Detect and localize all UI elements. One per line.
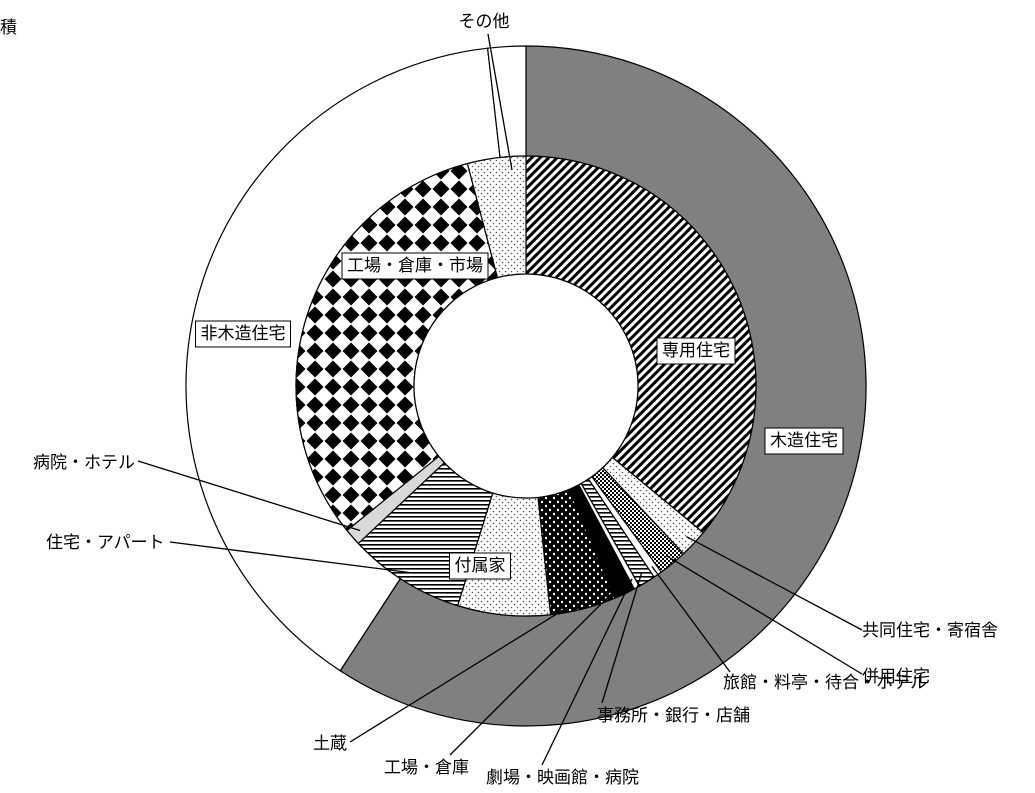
chart-title: 積 [0,18,17,38]
slice-label-0: 木造住宅 [770,431,838,451]
slice-label-5: 併用住宅 [862,667,930,687]
slice-label-2: その他 [459,12,510,32]
slice-label-10: 土蔵 [313,734,347,754]
slice-label-13: 病院・ホテル [33,453,135,473]
slice-label-box-3 [656,337,736,365]
slice-labels: 木造住宅 非木造住宅 その他専用住宅共同住宅・寄宿舎併用住宅旅館・料亭・待合・ホテル… [33,12,998,788]
slice-label-12: 住宅・アパート [46,533,165,553]
leader-line-4 [601,573,643,704]
leader-line-1 [686,536,863,631]
slice-label-box-11 [449,552,511,580]
slice-label-box-0 [764,427,844,455]
leader-line-3 [651,566,731,673]
outer-ring [185,45,867,727]
inner-ring [295,155,757,617]
slice-label-14: 工場・倉庫・市場 [347,256,483,276]
leader-line-5 [541,578,633,766]
slice-label-box-14 [341,252,489,280]
slice-label-6: 旅館・料亭・待合・ホテル [723,673,927,693]
slice-label-1: 非木造住宅 [201,324,286,344]
slice-label-box-1 [195,320,291,348]
slice-label-11: 付属家 [455,556,506,576]
leader-line-9 [169,541,410,574]
leader-line-sonota [487,33,513,171]
slice-label-8: 劇場・映画館・病院 [486,768,639,788]
slice-label-3: 専用住宅 [662,341,730,361]
leader-line-6 [449,584,621,756]
donut-hole [413,273,639,499]
leader-line-7 [349,598,582,743]
leader-line-2 [665,554,863,675]
slice-label-7: 事務所・銀行・店舗 [597,706,750,726]
leader-lines [137,33,863,766]
leader-line-10 [137,460,361,532]
slice-label-9: 工場・倉庫 [384,758,469,778]
slice-label-4: 共同住宅・寄宿舎 [862,621,998,641]
